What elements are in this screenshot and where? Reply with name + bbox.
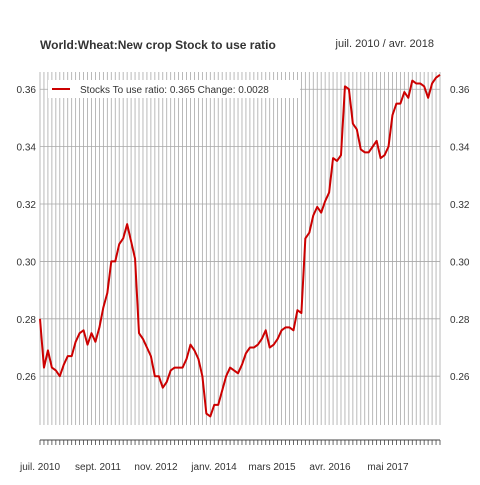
x-tick-label: avr. 2016 (309, 462, 351, 473)
x-tick-label: mai 2017 (367, 462, 409, 473)
date-range: juil. 2010 / avr. 2018 (335, 38, 434, 50)
x-tick-label: nov. 2012 (134, 462, 178, 473)
x-tick-label: juil. 2010 (19, 462, 60, 473)
y-tick-label-right: 0.36 (450, 85, 470, 96)
y-tick-label-right: 0.32 (450, 200, 470, 211)
x-tick-label: janv. 2014 (190, 462, 237, 473)
y-tick-label-left: 0.26 (17, 372, 37, 383)
chart-title: World:Wheat:New crop Stock to use ratio (40, 38, 276, 52)
x-tick-label: mars 2015 (248, 462, 296, 473)
legend-box (48, 80, 300, 98)
series-line (39, 74, 441, 418)
y-tick-label-right: 0.26 (450, 372, 470, 383)
y-tick-label-right: 0.28 (450, 315, 470, 326)
x-tick-label: sept. 2011 (75, 462, 121, 473)
y-tick-label-left: 0.36 (17, 85, 37, 96)
y-tick-label-right: 0.34 (450, 143, 470, 154)
y-tick-label-left: 0.28 (17, 315, 37, 326)
legend-label: Stocks To use ratio: 0.365 Change: 0.002… (80, 85, 269, 96)
y-tick-label-right: 0.30 (450, 257, 470, 268)
y-tick-label-left: 0.34 (17, 143, 37, 154)
y-tick-label-left: 0.30 (17, 257, 37, 268)
y-tick-label-left: 0.32 (17, 200, 37, 211)
